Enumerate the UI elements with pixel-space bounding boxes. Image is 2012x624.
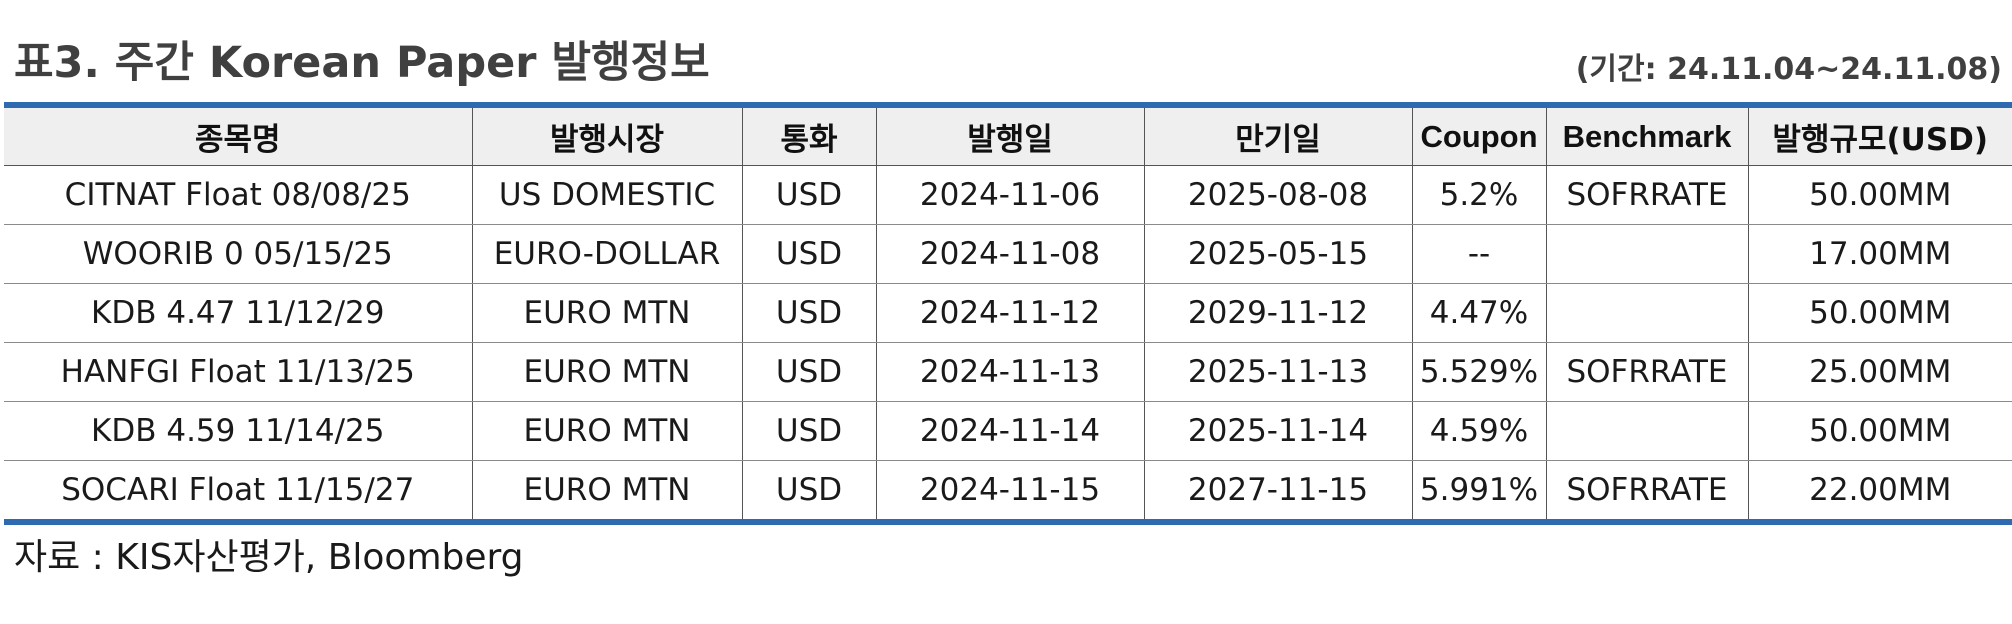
cell-issue-date: 2024-11-06 <box>875 165 1144 225</box>
cell-issue-date: 2024-11-08 <box>875 224 1144 284</box>
cell-market: EURO MTN <box>471 283 742 343</box>
cell-benchmark <box>1545 283 1748 343</box>
cell-maturity-date: 2025-11-14 <box>1143 401 1412 461</box>
cell-maturity-date: 2025-11-13 <box>1143 342 1412 402</box>
header-maturity-date: 만기일 <box>1143 105 1412 166</box>
header-benchmark: Benchmark <box>1545 105 1748 166</box>
cell-issue-name: CITNAT Float 08/08/25 <box>4 165 472 225</box>
cell-issue-name: KDB 4.47 11/12/29 <box>4 283 472 343</box>
cell-market: US DOMESTIC <box>471 165 742 225</box>
cell-issue-name: KDB 4.59 11/14/25 <box>4 401 472 461</box>
cell-currency: USD <box>741 401 876 461</box>
cell-coupon: 5.2% <box>1411 165 1546 225</box>
cell-benchmark <box>1545 401 1748 461</box>
cell-coupon: 4.59% <box>1411 401 1546 461</box>
cell-currency: USD <box>741 460 876 522</box>
cell-benchmark: SOFRRATE <box>1545 460 1748 522</box>
header-currency: 통화 <box>741 105 876 166</box>
cell-currency: USD <box>741 224 876 284</box>
header-issue-size: 발행규모(USD) <box>1747 105 2012 166</box>
cell-issue-date: 2024-11-13 <box>875 342 1144 402</box>
table-row: KDB 4.59 11/14/25 EURO MTN USD 2024-11-1… <box>4 401 2012 461</box>
cell-market: EURO MTN <box>471 460 742 522</box>
cell-issue-date: 2024-11-14 <box>875 401 1144 461</box>
cell-coupon: 5.991% <box>1411 460 1546 522</box>
table-row: WOORIB 0 05/15/25 EURO-DOLLAR USD 2024-1… <box>4 224 2012 284</box>
cell-market: EURO MTN <box>471 401 742 461</box>
cell-maturity-date: 2025-05-15 <box>1143 224 1412 284</box>
header-coupon: Coupon <box>1411 105 1546 166</box>
table-row: CITNAT Float 08/08/25 US DOMESTIC USD 20… <box>4 165 2012 225</box>
source-note: 자료 : KIS자산평가, Bloomberg <box>14 537 524 578</box>
title-row: 표3. 주간 Korean Paper 발행정보 (기간: 24.11.04~2… <box>14 30 2002 100</box>
cell-currency: USD <box>741 342 876 402</box>
table-title: 표3. 주간 Korean Paper 발행정보 <box>14 38 710 88</box>
cell-issue-size: 22.00MM <box>1747 460 2012 522</box>
header-issue-date: 발행일 <box>875 105 1144 166</box>
cell-coupon: 4.47% <box>1411 283 1546 343</box>
cell-maturity-date: 2029-11-12 <box>1143 283 1412 343</box>
cell-issue-name: SOCARI Float 11/15/27 <box>61 472 415 508</box>
cell-benchmark <box>1545 224 1748 284</box>
period-label: (기간: 24.11.04~24.11.08) <box>1575 52 2002 87</box>
cell-issue-name: HANFGI Float 11/13/25 <box>4 342 472 402</box>
cell-issue-size: 25.00MM <box>1747 342 2012 402</box>
table-row: SOCARI Float 11/15/27 EURO MTN USD 2024-… <box>4 460 2012 522</box>
cell-issue-date: 2024-11-12 <box>875 283 1144 343</box>
table-container: 종목명 발행시장 통화 발행일 만기일 Coupon Benchmark 발행규… <box>4 102 2012 525</box>
cell-issue-size: 50.00MM <box>1747 283 2012 343</box>
cell-issue-size: 17.00MM <box>1747 224 2012 284</box>
cell-maturity-date: 2025-08-08 <box>1143 165 1412 225</box>
cell-market: EURO MTN <box>471 342 742 402</box>
cell-currency: USD <box>741 165 876 225</box>
cell-benchmark: SOFRRATE <box>1545 165 1748 225</box>
table-row: KDB 4.47 11/12/29 EURO MTN USD 2024-11-1… <box>4 283 2012 343</box>
header-row: 종목명 발행시장 통화 발행일 만기일 Coupon Benchmark 발행규… <box>4 105 2012 166</box>
cell-currency: USD <box>741 283 876 343</box>
cell-issue-size: 50.00MM <box>1747 401 2012 461</box>
header-market: 발행시장 <box>471 105 742 166</box>
cell-coupon: 5.529% <box>1411 342 1546 402</box>
cell-coupon: -- <box>1411 224 1546 284</box>
cell-issue-name: WOORIB 0 05/15/25 <box>4 224 472 284</box>
table-row: HANFGI Float 11/13/25 EURO MTN USD 2024-… <box>4 342 2012 402</box>
korean-paper-table: 종목명 발행시장 통화 발행일 만기일 Coupon Benchmark 발행규… <box>4 102 2012 525</box>
cell-maturity-date: 2027-11-15 <box>1143 460 1412 522</box>
cell-market: EURO-DOLLAR <box>471 224 742 284</box>
header-issue-name: 종목명 <box>4 105 472 166</box>
cell-issue-date: 2024-11-15 <box>875 460 1144 522</box>
cell-benchmark: SOFRRATE <box>1545 342 1748 402</box>
cell-issue-size: 50.00MM <box>1747 165 2012 225</box>
